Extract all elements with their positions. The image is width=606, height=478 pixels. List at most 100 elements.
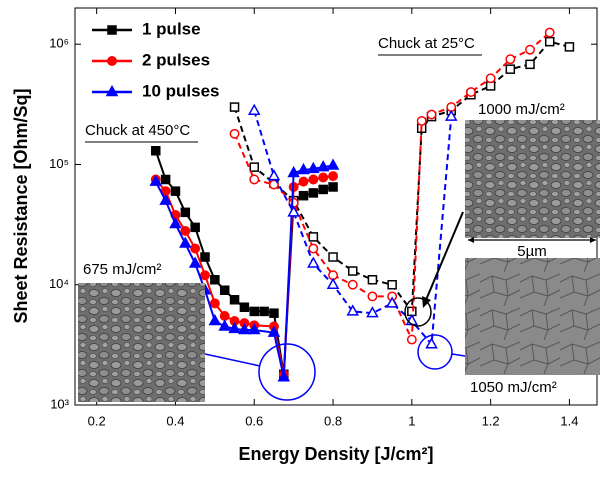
annotation: Chuck at 25°C	[378, 35, 475, 52]
legend-label: 2 pulses	[142, 50, 210, 69]
data-point	[385, 296, 399, 308]
data-point	[188, 256, 202, 268]
data-point	[307, 256, 320, 268]
x-tick-label: 1.4	[560, 413, 578, 428]
data-point	[209, 298, 220, 309]
data-point	[249, 306, 260, 317]
sem-inset	[465, 120, 600, 238]
data-point	[287, 165, 300, 178]
data-point	[406, 334, 417, 345]
x-tick-label: 0.4	[166, 413, 184, 428]
annotation: 5µm	[517, 243, 546, 260]
data-point	[505, 64, 516, 74]
data-point	[249, 174, 260, 185]
data-point	[287, 205, 300, 217]
data-point	[316, 160, 330, 172]
data-point	[366, 306, 379, 318]
connector	[451, 353, 466, 357]
data-point	[298, 190, 309, 201]
x-tick-label: 0.8	[324, 413, 342, 428]
data-point	[105, 84, 119, 97]
data-point	[239, 302, 250, 312]
x-axis-title: Energy Density [J/cm²]	[238, 444, 433, 464]
connector	[425, 211, 464, 301]
highlight-circle	[404, 297, 432, 327]
data-point	[219, 311, 230, 321]
data-point	[267, 169, 281, 181]
data-point	[151, 146, 161, 156]
data-point	[218, 319, 231, 331]
y-axis-title: Sheet Resistance [Ohm/Sq]	[11, 88, 31, 323]
data-point	[318, 172, 329, 183]
data-point	[564, 42, 575, 52]
y-tick-label: 10⁵	[49, 156, 69, 171]
data-point	[308, 243, 319, 254]
series-line	[253, 110, 453, 347]
data-point	[180, 226, 191, 236]
data-point	[328, 182, 338, 192]
data-point	[149, 174, 163, 186]
data-point	[367, 291, 378, 302]
data-point	[297, 162, 310, 175]
data-point	[425, 337, 438, 349]
y-tick-label: 10⁴	[49, 276, 69, 291]
arrow-head	[422, 296, 431, 308]
y-tick-label: 10³	[50, 396, 69, 411]
sem-inset	[78, 283, 205, 402]
y-tick-label: 10⁶	[49, 36, 69, 51]
data-point	[416, 116, 427, 126]
data-point	[269, 308, 279, 318]
data-point	[238, 323, 251, 335]
data-point	[387, 279, 397, 290]
data-point	[208, 313, 222, 326]
data-point	[326, 158, 340, 170]
data-point	[277, 370, 291, 382]
data-point	[259, 306, 269, 317]
data-point	[308, 188, 319, 198]
data-point	[160, 174, 171, 185]
data-point	[210, 275, 220, 285]
data-point	[190, 243, 201, 254]
annotation: 1000 mJ/cm²	[478, 101, 565, 118]
data-point	[318, 184, 328, 195]
data-point	[525, 59, 535, 70]
data-point	[169, 216, 182, 229]
x-tick-label: 0.2	[88, 413, 106, 428]
data-point	[247, 323, 261, 335]
data-point	[405, 313, 419, 326]
annotation: Chuck at 450°C	[85, 122, 190, 139]
x-tick-label: 0.6	[245, 413, 263, 428]
data-point	[505, 54, 516, 65]
data-point	[544, 27, 555, 38]
data-point	[328, 171, 338, 182]
data-point	[190, 222, 200, 233]
data-point	[267, 325, 281, 337]
data-point	[525, 44, 535, 55]
data-point	[229, 295, 240, 305]
data-point	[367, 275, 378, 285]
legend-label: 10 pulses	[142, 81, 220, 100]
data-point	[308, 232, 319, 242]
data-point	[485, 73, 496, 84]
data-point	[307, 161, 320, 174]
annotation: 1050 mJ/cm²	[470, 379, 557, 396]
highlight-circle	[258, 343, 316, 401]
data-point	[269, 179, 279, 190]
x-tick-label: 1	[408, 413, 415, 428]
legend-label: 1 pulse	[142, 19, 201, 38]
data-point	[326, 277, 340, 289]
data-point	[229, 128, 240, 139]
sem-inset	[465, 258, 600, 375]
data-point	[249, 162, 260, 172]
data-point	[170, 186, 181, 196]
data-point	[247, 103, 261, 115]
data-point	[465, 87, 476, 98]
data-point	[544, 36, 555, 47]
data-point	[200, 252, 210, 262]
data-point	[298, 176, 309, 187]
data-point	[426, 109, 437, 120]
data-point	[107, 56, 117, 66]
data-point	[308, 174, 319, 185]
data-point	[200, 270, 210, 281]
